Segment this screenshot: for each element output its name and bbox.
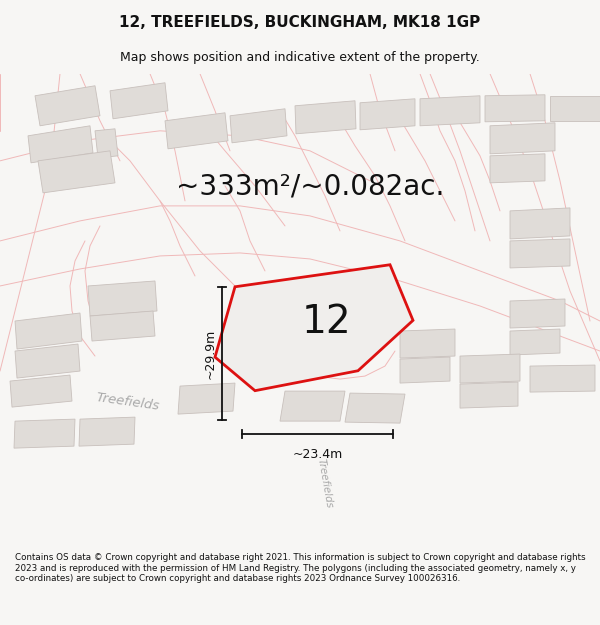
Polygon shape bbox=[79, 417, 135, 446]
Polygon shape bbox=[485, 95, 545, 122]
Text: Map shows position and indicative extent of the property.: Map shows position and indicative extent… bbox=[120, 51, 480, 64]
Polygon shape bbox=[550, 96, 600, 121]
Polygon shape bbox=[28, 126, 93, 163]
Text: ~29.9m: ~29.9m bbox=[203, 328, 217, 379]
Polygon shape bbox=[35, 86, 100, 126]
Polygon shape bbox=[15, 344, 80, 378]
Text: ~23.4m: ~23.4m bbox=[292, 448, 343, 461]
Polygon shape bbox=[14, 419, 75, 448]
Polygon shape bbox=[360, 99, 415, 130]
Polygon shape bbox=[400, 357, 450, 383]
Polygon shape bbox=[460, 382, 518, 408]
Polygon shape bbox=[400, 329, 455, 358]
Polygon shape bbox=[510, 299, 565, 328]
Polygon shape bbox=[95, 129, 118, 158]
Polygon shape bbox=[490, 154, 545, 183]
Polygon shape bbox=[165, 112, 228, 149]
Polygon shape bbox=[510, 208, 570, 239]
Polygon shape bbox=[215, 265, 413, 391]
Polygon shape bbox=[230, 109, 287, 143]
Polygon shape bbox=[38, 151, 115, 193]
Polygon shape bbox=[10, 375, 72, 407]
Polygon shape bbox=[280, 391, 345, 421]
Polygon shape bbox=[510, 239, 570, 268]
Text: Treefields: Treefields bbox=[316, 458, 334, 509]
Polygon shape bbox=[510, 329, 560, 355]
Text: Contains OS data © Crown copyright and database right 2021. This information is : Contains OS data © Crown copyright and d… bbox=[15, 554, 586, 583]
Polygon shape bbox=[295, 101, 356, 134]
Text: 12, TREEFIELDS, BUCKINGHAM, MK18 1GP: 12, TREEFIELDS, BUCKINGHAM, MK18 1GP bbox=[119, 14, 481, 29]
Polygon shape bbox=[178, 383, 235, 414]
Polygon shape bbox=[460, 354, 520, 383]
Text: ~333m²/~0.082ac.: ~333m²/~0.082ac. bbox=[176, 172, 444, 200]
Polygon shape bbox=[90, 311, 155, 341]
Polygon shape bbox=[110, 82, 168, 119]
Text: Treefields: Treefields bbox=[95, 391, 161, 413]
Polygon shape bbox=[15, 313, 82, 349]
Polygon shape bbox=[420, 96, 480, 126]
Polygon shape bbox=[530, 365, 595, 392]
Polygon shape bbox=[88, 281, 157, 316]
Polygon shape bbox=[490, 122, 555, 154]
Text: 12: 12 bbox=[301, 302, 351, 341]
Polygon shape bbox=[345, 393, 405, 423]
